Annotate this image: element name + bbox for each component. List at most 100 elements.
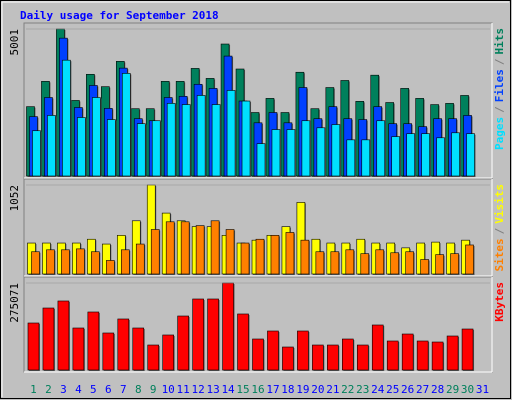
bar <box>435 254 444 275</box>
bar <box>181 104 191 177</box>
bar <box>450 253 459 275</box>
bar <box>271 129 281 177</box>
bar <box>237 313 249 371</box>
bar <box>107 119 116 177</box>
x-tick-label: 10 <box>162 383 175 396</box>
legend-entry: Visits <box>493 184 506 224</box>
bar <box>92 97 101 177</box>
bar <box>226 90 236 177</box>
legend-entry: Sites <box>493 238 506 271</box>
bar <box>405 251 414 275</box>
bar <box>62 59 71 177</box>
bar <box>390 252 400 275</box>
y-tick-label: 1052 <box>8 185 21 212</box>
bar <box>207 298 219 371</box>
bar <box>386 340 399 371</box>
legend: Sites / Visits <box>493 184 506 272</box>
bar <box>286 129 296 177</box>
bar <box>346 139 356 177</box>
bar <box>77 117 86 177</box>
x-tick-label: 21 <box>326 383 339 396</box>
x-tick-label: 12 <box>192 383 205 396</box>
x-tick-label: 23 <box>356 383 369 396</box>
bar <box>120 249 130 275</box>
bar <box>177 315 189 371</box>
bar <box>316 127 326 177</box>
bar <box>331 124 341 177</box>
bar <box>267 330 279 371</box>
x-tick-label: 26 <box>401 383 414 396</box>
bar <box>406 133 415 177</box>
bar <box>102 332 115 371</box>
bar <box>300 239 310 275</box>
bar <box>356 344 369 371</box>
bar <box>222 282 234 371</box>
x-tick-label: 31 <box>476 383 489 396</box>
x-tick-label: 13 <box>206 383 219 396</box>
bar <box>330 251 340 275</box>
bar <box>165 221 175 275</box>
x-tick-label: 30 <box>461 383 474 396</box>
x-tick-label: 14 <box>221 383 235 396</box>
bar <box>121 73 131 177</box>
y-tick-label: 275071 <box>8 283 21 323</box>
bar <box>345 249 355 275</box>
bar <box>342 338 354 371</box>
x-tick-label: 28 <box>431 383 444 396</box>
bar <box>376 120 386 177</box>
x-tick-label: 24 <box>371 383 385 396</box>
x-tick-label: 15 <box>236 383 249 396</box>
bar <box>297 330 309 371</box>
x-tick-label: 2 <box>45 383 52 396</box>
x-tick-label: 1 <box>30 383 37 396</box>
bar <box>225 229 235 275</box>
bar <box>106 260 115 275</box>
bar <box>135 243 145 275</box>
bar <box>451 132 460 177</box>
bar <box>285 232 295 275</box>
legend: Pages / Files / Hits <box>493 28 506 150</box>
legend-entry: Hits <box>493 28 506 55</box>
bar <box>91 251 100 275</box>
x-tick-label: 19 <box>296 383 309 396</box>
bar <box>240 242 250 275</box>
bar <box>436 137 445 177</box>
bar <box>147 344 160 371</box>
bar <box>42 307 55 371</box>
legend-entry: KBytes <box>493 282 506 322</box>
bar <box>192 298 204 371</box>
legend: KBytes <box>493 282 506 322</box>
bar <box>301 120 311 177</box>
bar <box>401 333 414 371</box>
bar <box>47 115 56 177</box>
bar <box>162 334 174 371</box>
x-tick-label: 22 <box>341 383 354 396</box>
x-tick-label: 25 <box>386 383 399 396</box>
bar <box>252 338 264 371</box>
bar <box>420 259 429 275</box>
bar <box>371 324 384 371</box>
x-tick-label: 18 <box>281 383 294 396</box>
bar <box>61 249 70 275</box>
legend-separator: / <box>493 227 506 234</box>
x-tick-label: 9 <box>150 383 157 396</box>
chart-title: Daily usage for September 2018 <box>20 9 219 22</box>
bar <box>461 328 474 371</box>
legend-separator: / <box>493 106 506 113</box>
bar <box>391 136 401 177</box>
bar <box>211 104 221 177</box>
bar <box>241 100 251 177</box>
y-tick-label: 5001 <box>8 29 21 56</box>
bar <box>361 139 371 177</box>
bar <box>196 95 206 177</box>
x-tick-label: 27 <box>416 383 429 396</box>
bar <box>32 130 41 177</box>
x-tick-label: 20 <box>311 383 324 396</box>
x-tick-label: 11 <box>177 383 190 396</box>
bar <box>136 123 146 177</box>
bar <box>431 341 444 371</box>
bar <box>312 344 324 371</box>
